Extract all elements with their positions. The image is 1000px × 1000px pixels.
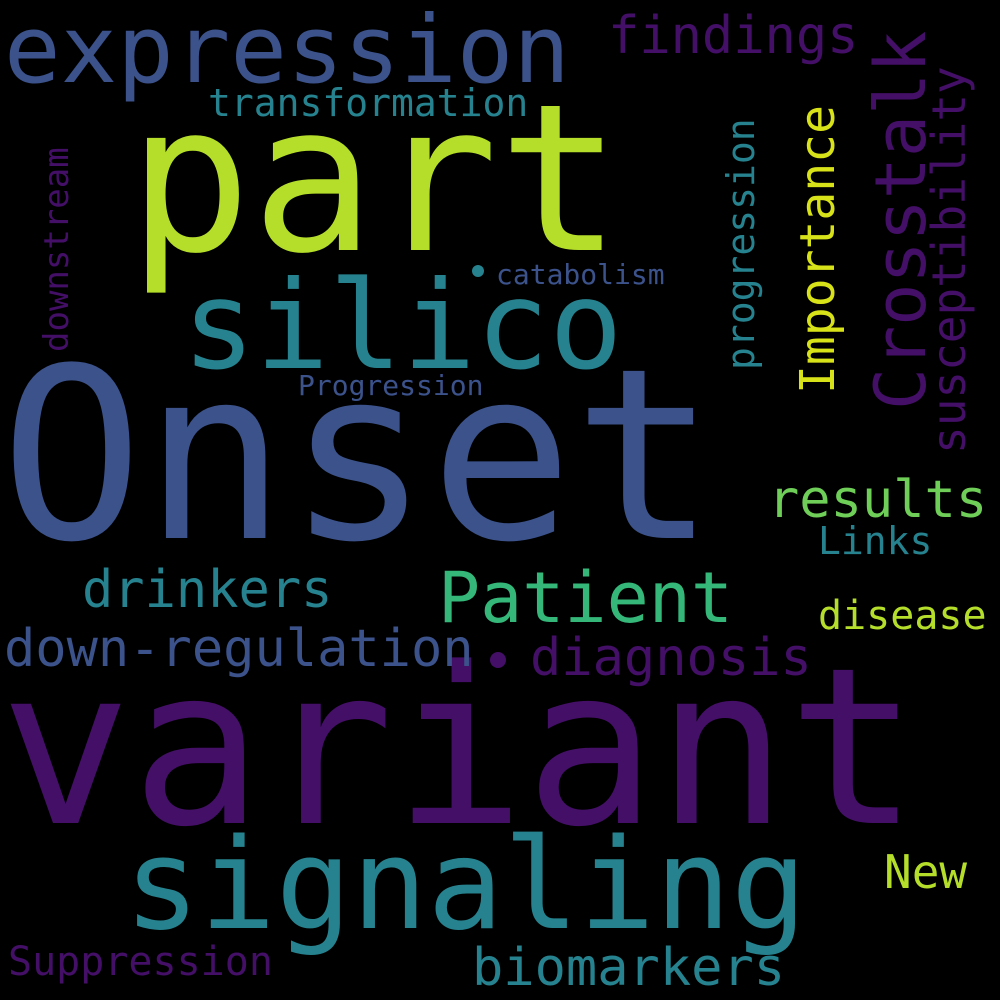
word-progression-lower: progression <box>719 118 763 370</box>
word-patient: Patient <box>438 557 734 639</box>
word-onset: Onset <box>0 318 717 595</box>
word-diagnosis: diagnosis <box>530 628 812 688</box>
word-downstream: downstream <box>37 147 77 352</box>
word-drinkers: drinkers <box>82 560 333 620</box>
word-findings: findings <box>608 6 859 66</box>
word-importance: Importance <box>790 105 846 394</box>
word-progression-cap: Progression <box>298 369 484 402</box>
word-links: Links <box>818 519 933 563</box>
word-variant: variant <box>0 622 919 875</box>
word-signaling: signaling <box>124 811 807 958</box>
word-expression: expression <box>4 0 570 105</box>
word-results: results <box>768 470 988 530</box>
word-suppression: Suppression <box>8 939 273 985</box>
word-down-regulation: down-regulation <box>4 619 474 679</box>
dot-marker <box>490 652 506 668</box>
word-part: part <box>128 61 622 299</box>
word-biomarkers: biomarkers <box>472 938 786 998</box>
word-disease: disease <box>818 593 987 639</box>
word-new: New <box>884 845 968 899</box>
dot-marker <box>472 265 484 277</box>
word-catabolism: catabolism <box>496 258 665 291</box>
word-transformation: transformation <box>208 81 529 125</box>
word-susceptibility: susceptibility <box>922 66 976 454</box>
word-silico: silico <box>182 255 623 397</box>
